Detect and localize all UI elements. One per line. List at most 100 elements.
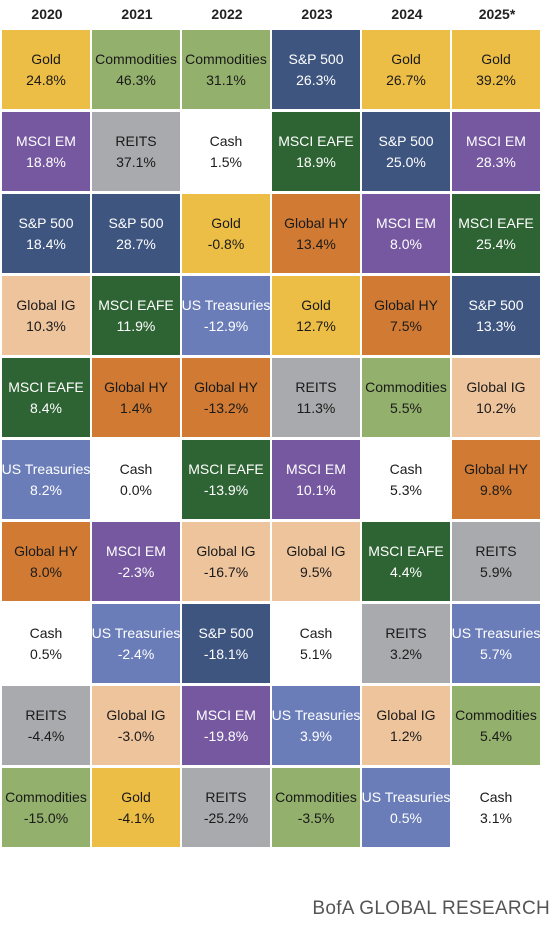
asset-name: US Treasuries — [451, 624, 541, 641]
return-value: -3.0% — [117, 727, 155, 744]
asset-return-cell: Commodities -3.5% — [272, 768, 360, 847]
asset-name: Gold — [391, 50, 421, 67]
return-value: 3.9% — [300, 727, 332, 744]
asset-name: US Treasuries — [361, 788, 451, 805]
asset-name: REITS — [295, 378, 337, 395]
asset-name: MSCI EAFE — [368, 542, 444, 559]
return-value: -4.1% — [117, 809, 155, 826]
return-value: 10.1% — [296, 481, 336, 498]
return-value: 18.4% — [26, 235, 66, 252]
asset-return-cell: Global IG 9.5% — [272, 522, 360, 601]
asset-name: Global IG — [196, 542, 256, 559]
return-value: 37.1% — [116, 153, 156, 170]
asset-name: S&P 500 — [378, 132, 434, 149]
asset-return-cell: MSCI EM -19.8% — [182, 686, 270, 765]
return-value: 31.1% — [206, 71, 246, 88]
asset-return-cell: Global HY 13.4% — [272, 194, 360, 273]
return-value: 1.4% — [120, 399, 152, 416]
return-value: -13.9% — [203, 481, 249, 498]
year-header-row: 2020 2021 2022 2023 2024 2025* — [2, 0, 542, 28]
return-value: 3.2% — [390, 645, 422, 662]
asset-return-cell: REITS -4.4% — [2, 686, 90, 765]
return-value: -18.1% — [203, 645, 249, 662]
return-value: 11.9% — [116, 317, 156, 334]
asset-return-cell: REITS 11.3% — [272, 358, 360, 437]
return-value: 11.3% — [296, 399, 336, 416]
asset-name: MSCI EAFE — [278, 132, 354, 149]
asset-name: Cash — [29, 624, 63, 641]
year-label: 2025* — [478, 6, 516, 22]
return-value: 26.7% — [386, 71, 426, 88]
asset-name: MSCI EM — [376, 214, 436, 231]
asset-return-cell: Cash 3.1% — [452, 768, 540, 847]
asset-return-cell: Global HY -13.2% — [182, 358, 270, 437]
return-value: 9.8% — [480, 481, 512, 498]
asset-name: Commodities — [95, 50, 177, 67]
return-value: 1.2% — [390, 727, 422, 744]
asset-return-cell: US Treasuries 3.9% — [272, 686, 360, 765]
asset-return-cell: MSCI EM 10.1% — [272, 440, 360, 519]
year-label: 2020 — [31, 6, 63, 22]
asset-name: Commodities — [275, 788, 357, 805]
return-value: 8.0% — [390, 235, 422, 252]
return-value: 5.9% — [480, 563, 512, 580]
asset-name: MSCI EAFE — [98, 296, 174, 313]
asset-name: MSCI EAFE — [188, 460, 264, 477]
return-value: 13.3% — [476, 317, 516, 334]
asset-name: MSCI EAFE — [458, 214, 534, 231]
asset-name: Gold — [211, 214, 241, 231]
asset-name: MSCI EM — [16, 132, 76, 149]
return-value: 0.0% — [120, 481, 152, 498]
return-value: -15.0% — [23, 809, 69, 826]
asset-name: S&P 500 — [288, 50, 344, 67]
asset-return-cell: MSCI EAFE 4.4% — [362, 522, 450, 601]
asset-return-cell: Commodities 31.1% — [182, 30, 270, 109]
asset-return-cell: Global IG 1.2% — [362, 686, 450, 765]
asset-returns-grid: Gold 24.8% MSCI EM 18.8% S&P 500 18.4% Global … — [2, 30, 542, 850]
asset-name: Global IG — [286, 542, 346, 559]
asset-name: S&P 500 — [18, 214, 74, 231]
asset-name: REITS — [115, 132, 157, 149]
asset-return-cell: Commodities 5.4% — [452, 686, 540, 765]
return-value: 46.3% — [116, 71, 156, 88]
asset-return-cell: Commodities 46.3% — [92, 30, 180, 109]
return-value: -19.8% — [203, 727, 249, 744]
return-value: 39.2% — [476, 71, 516, 88]
asset-return-cell: MSCI EAFE 11.9% — [92, 276, 180, 355]
asset-return-cell: REITS 3.2% — [362, 604, 450, 683]
return-value: 25.4% — [476, 235, 516, 252]
asset-return-cell: MSCI EM 18.8% — [2, 112, 90, 191]
return-value: -4.4% — [27, 727, 65, 744]
asset-return-cell: US Treasuries 8.2% — [2, 440, 90, 519]
asset-return-cell: Cash 0.5% — [2, 604, 90, 683]
year-label: 2021 — [121, 6, 153, 22]
asset-return-cell: US Treasuries -2.4% — [92, 604, 180, 683]
asset-name: Gold — [121, 788, 151, 805]
return-value: -0.8% — [207, 235, 245, 252]
return-value: 5.7% — [480, 645, 512, 662]
asset-return-cell: S&P 500 26.3% — [272, 30, 360, 109]
asset-return-cell: Global IG -3.0% — [92, 686, 180, 765]
asset-name: MSCI EM — [196, 706, 256, 723]
asset-name: MSCI EM — [106, 542, 166, 559]
asset-name: Cash — [209, 132, 243, 149]
asset-name: S&P 500 — [108, 214, 164, 231]
asset-name: Commodities — [365, 378, 447, 395]
asset-name: REITS — [475, 542, 517, 559]
return-value: 7.5% — [390, 317, 422, 334]
year-label: 2023 — [301, 6, 333, 22]
source-label: BofA GLOBAL RESEARCH — [312, 898, 550, 919]
return-value: -13.2% — [203, 399, 249, 416]
asset-name: Global HY — [374, 296, 438, 313]
asset-name: US Treasuries — [271, 706, 361, 723]
return-value: 9.5% — [300, 563, 332, 580]
asset-name: Global HY — [464, 460, 528, 477]
asset-name: Gold — [31, 50, 61, 67]
return-value: -25.2% — [203, 809, 249, 826]
asset-name: Commodities — [5, 788, 87, 805]
return-value: 5.4% — [480, 727, 512, 744]
return-value: 8.0% — [30, 563, 62, 580]
asset-return-cell: Global HY 7.5% — [362, 276, 450, 355]
asset-return-cell: S&P 500 25.0% — [362, 112, 450, 191]
asset-name: MSCI EM — [286, 460, 346, 477]
